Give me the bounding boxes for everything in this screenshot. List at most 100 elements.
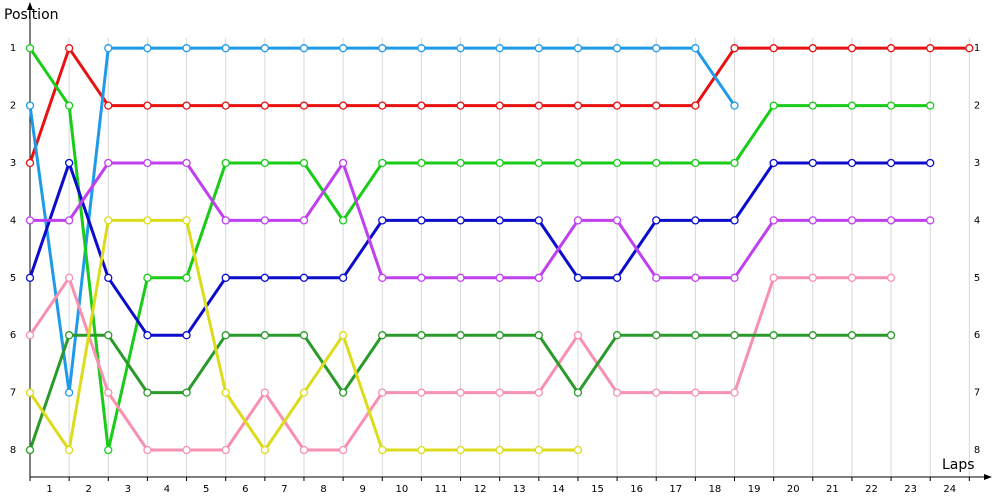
series-marker: [104, 216, 113, 225]
y-tick-label: 6: [10, 330, 16, 341]
series-marker: [221, 388, 230, 397]
series-marker: [847, 101, 857, 110]
x-tick-label: 14: [552, 484, 565, 495]
series-marker: [886, 331, 896, 340]
x-tick-label: 8: [320, 484, 326, 495]
x-tick-label: 7: [281, 484, 287, 495]
series-marker: [730, 216, 739, 225]
series-marker: [691, 44, 700, 53]
series-marker: [886, 44, 896, 53]
series-marker: [769, 44, 778, 53]
series-marker: [847, 216, 857, 225]
series-marker: [104, 44, 113, 53]
series-marker: [64, 44, 74, 53]
series-marker: [260, 445, 269, 455]
series-marker: [260, 273, 269, 282]
series-marker: [299, 158, 309, 168]
series-marker: [378, 216, 387, 225]
series-marker: [299, 101, 309, 110]
series-marker: [730, 273, 739, 282]
series-marker: [417, 101, 426, 110]
series-marker: [612, 273, 622, 282]
x-axis-arrow: [984, 474, 992, 480]
series-marker: [612, 388, 622, 397]
series-marker: [25, 101, 35, 110]
series-marker: [378, 158, 387, 168]
series-marker: [417, 331, 426, 340]
series-marker: [338, 216, 348, 225]
series-marker: [338, 445, 348, 455]
y-tick-label: 1: [10, 43, 16, 54]
series-marker: [417, 216, 426, 225]
y-tick-label: 3: [10, 158, 16, 169]
x-tick-label: 5: [203, 484, 209, 495]
y-tick-label-right: 3: [974, 158, 980, 169]
series-marker: [143, 216, 152, 225]
series-marker: [926, 44, 935, 53]
series-marker: [260, 216, 269, 225]
series-marker: [612, 101, 622, 110]
series-marker: [573, 101, 583, 110]
series-marker: [417, 273, 426, 282]
series-marker: [417, 445, 426, 455]
x-tick-label: 4: [164, 484, 170, 495]
series-marker: [104, 158, 113, 168]
x-tick-label: 2: [86, 484, 92, 495]
series-marker: [299, 445, 309, 455]
series-marker: [495, 158, 504, 168]
series-marker: [495, 331, 504, 340]
series-marker: [730, 158, 739, 168]
series-marker: [769, 101, 778, 110]
series-marker: [691, 273, 700, 282]
series-marker: [730, 44, 739, 53]
series-marker: [104, 273, 113, 282]
series-marker: [847, 273, 857, 282]
x-tick-label: 20: [787, 484, 800, 495]
series-marker: [534, 331, 543, 340]
y-tick-label-right: 7: [974, 388, 980, 399]
series-marker: [691, 216, 700, 225]
series-marker: [534, 388, 543, 397]
series-marker: [25, 158, 35, 168]
series-marker: [495, 445, 504, 455]
series-marker: [417, 388, 426, 397]
x-tick-label: 11: [435, 484, 448, 495]
series-marker: [25, 445, 35, 455]
series-marker: [182, 101, 191, 110]
series-marker: [456, 388, 465, 397]
series-marker: [612, 331, 622, 340]
series-marker: [378, 331, 387, 340]
series-marker: [730, 388, 739, 397]
series-marker: [456, 445, 465, 455]
series-marker: [573, 44, 583, 53]
series-marker: [573, 388, 583, 397]
series-marker: [221, 331, 230, 340]
y-tick-label: 2: [10, 101, 16, 112]
series-marker: [495, 101, 504, 110]
series-marker: [652, 44, 661, 53]
series-marker: [652, 216, 661, 225]
series-marker: [652, 101, 661, 110]
series-marker: [221, 273, 230, 282]
x-tick-label: 3: [125, 484, 131, 495]
series-marker: [886, 273, 896, 282]
series-marker: [25, 216, 35, 225]
series-marker: [104, 445, 113, 455]
x-tick-label: 15: [591, 484, 604, 495]
series-marker: [64, 331, 74, 340]
series-marker: [573, 445, 583, 455]
series-marker: [769, 216, 778, 225]
series-marker: [417, 158, 426, 168]
series-marker: [612, 158, 622, 168]
series-marker: [104, 101, 113, 110]
series-marker: [456, 331, 465, 340]
x-tick-label: 17: [669, 484, 682, 495]
series-marker: [260, 44, 269, 53]
x-tick-label: 9: [359, 484, 365, 495]
series-marker: [769, 273, 778, 282]
y-axis-label: Position: [4, 7, 59, 23]
series-marker: [730, 331, 739, 340]
series-marker: [221, 158, 230, 168]
series-marker: [104, 388, 113, 397]
series-marker: [143, 331, 152, 340]
